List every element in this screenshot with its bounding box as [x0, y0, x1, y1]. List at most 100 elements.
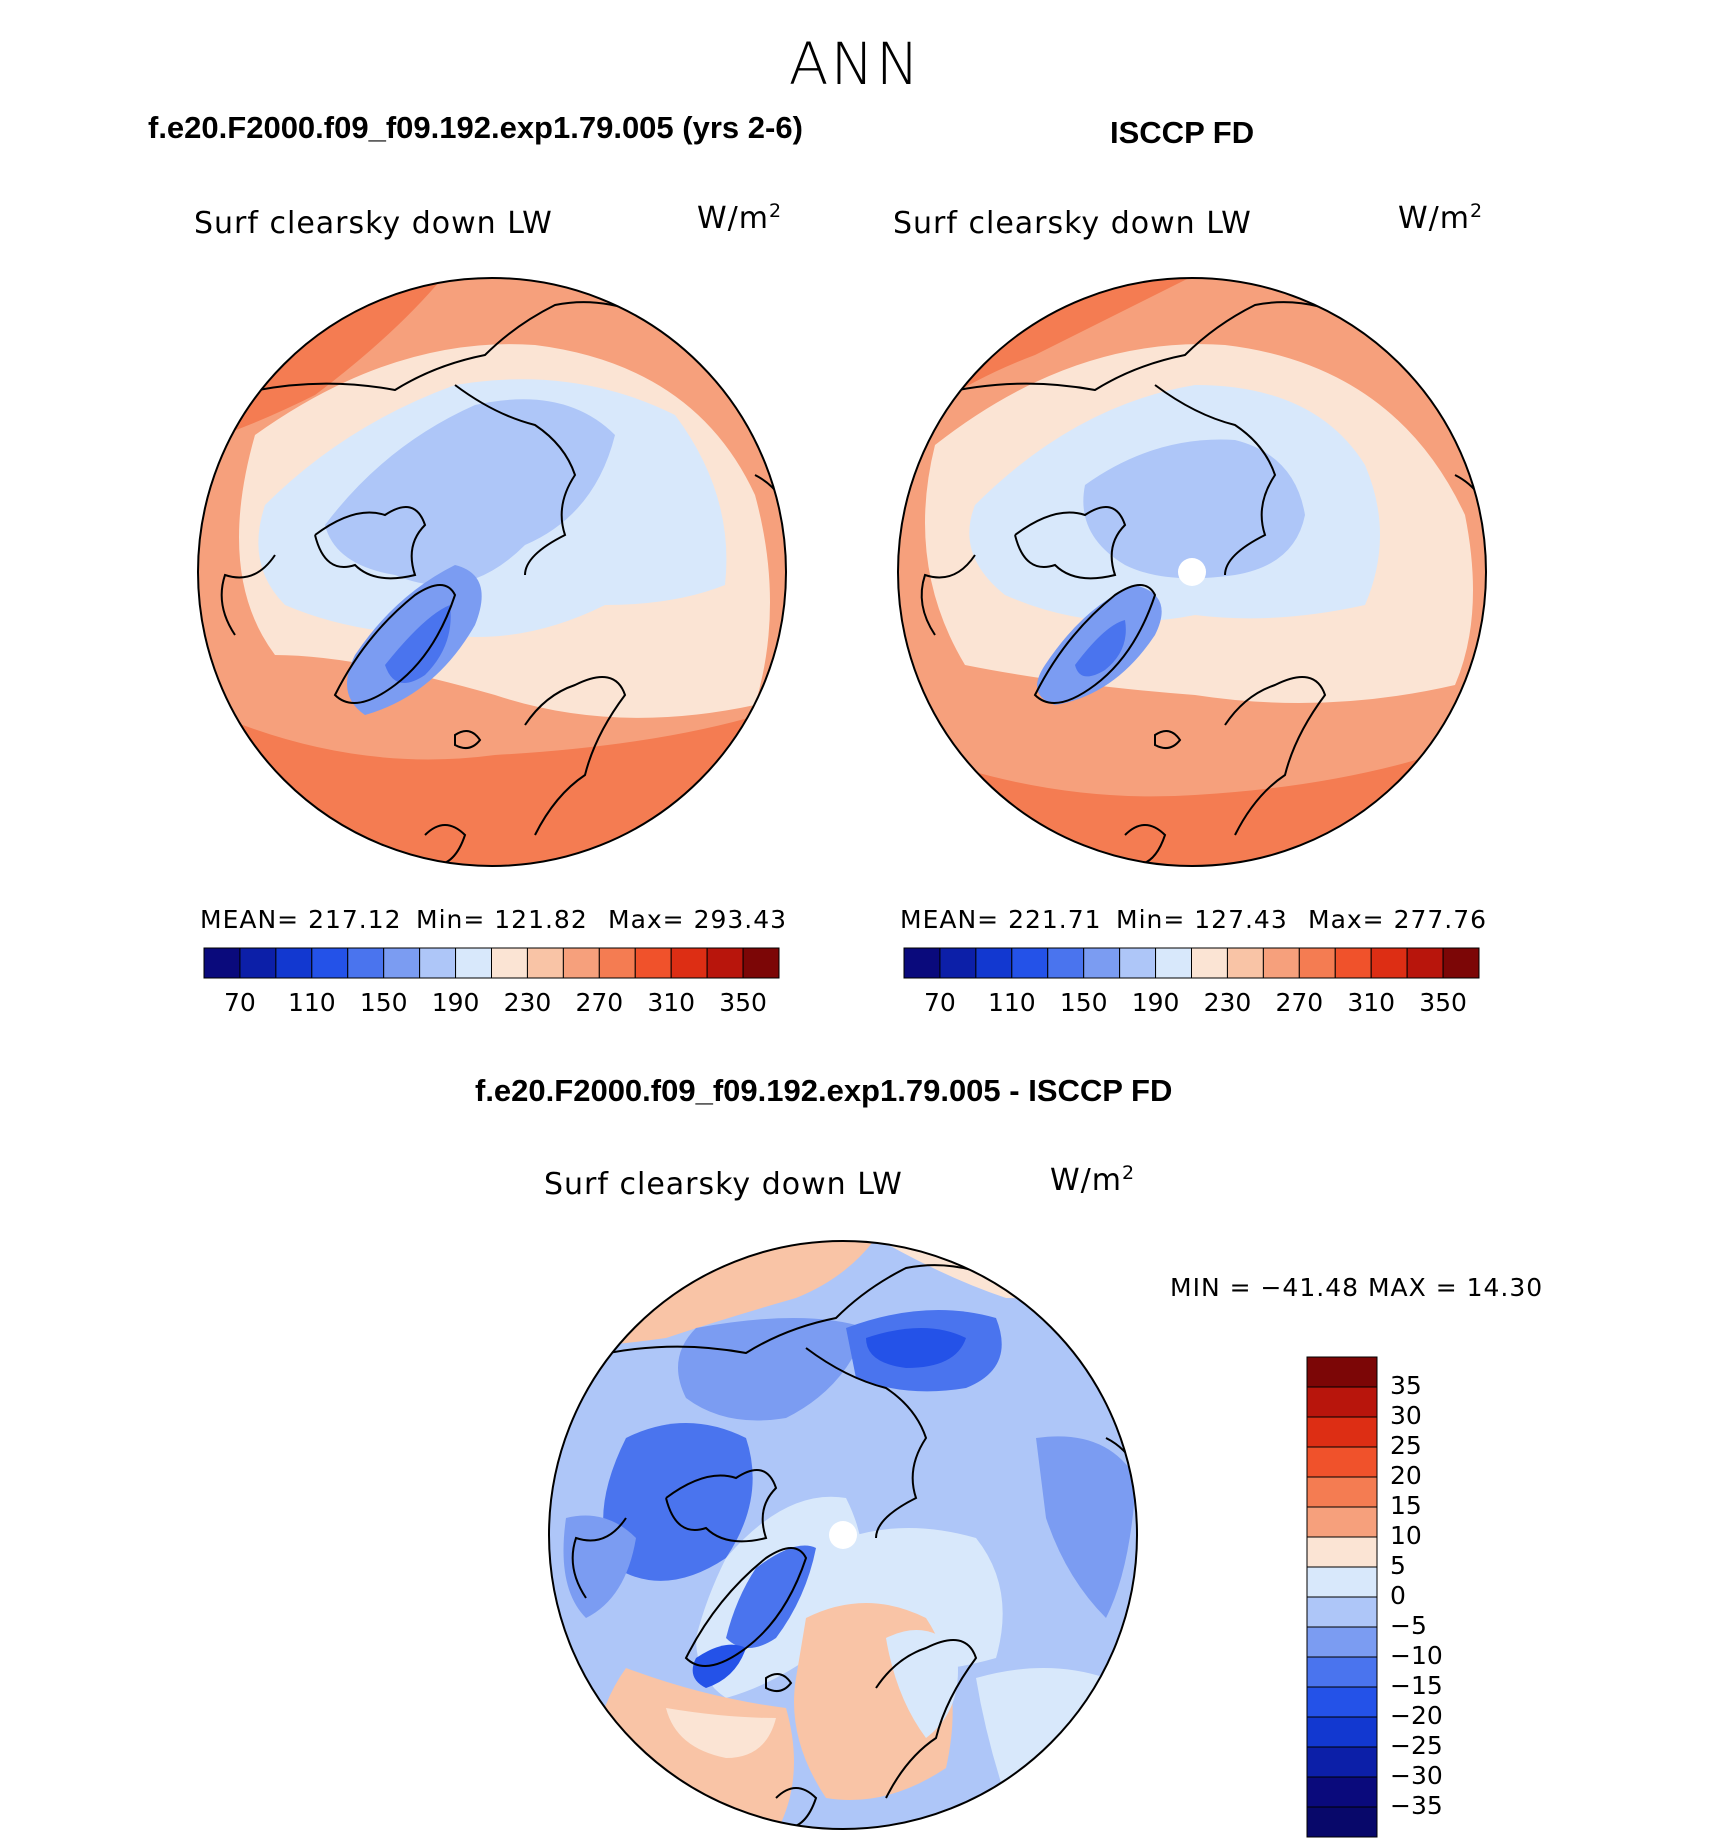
colorbar-tick: −10 — [1390, 1641, 1443, 1670]
colorbar-swatch — [311, 947, 349, 979]
colorbar-swatch — [491, 947, 528, 979]
colorbar-swatch — [1306, 1656, 1378, 1688]
colorbar-swatch — [1306, 1416, 1378, 1448]
colorbar-tick: 30 — [1390, 1401, 1422, 1430]
panel3-difference-map — [548, 1240, 1138, 1830]
colorbar-swatch — [1306, 1806, 1378, 1838]
colorbar-swatch — [1306, 1386, 1378, 1418]
colorbar-swatch — [1226, 947, 1264, 979]
colorbar-tick: −15 — [1390, 1671, 1443, 1700]
colorbar-tick: 190 — [431, 988, 480, 1017]
panel2-polar-map — [897, 277, 1487, 867]
panel2-colorbar — [903, 947, 1480, 979]
colorbar-tick: 15 — [1390, 1491, 1422, 1520]
colorbar-swatch — [1155, 947, 1192, 979]
panel1-mean: MEAN= 217.12 — [200, 905, 402, 934]
colorbar-swatch — [1306, 1776, 1378, 1808]
colorbar-swatch — [526, 947, 564, 979]
colorbar-tick: 35 — [1390, 1371, 1422, 1400]
colorbar-swatch — [939, 947, 977, 979]
colorbar-tick: 70 — [924, 988, 956, 1017]
panel2-min: Min= 127.43 — [1116, 905, 1288, 934]
colorbar-tick: 10 — [1390, 1521, 1422, 1550]
panel3-units: W/m2 — [1050, 1162, 1136, 1198]
colorbar-swatch — [598, 947, 636, 979]
colorbar-swatch — [347, 947, 385, 979]
colorbar-swatch — [1306, 1536, 1378, 1568]
colorbar-swatch — [706, 947, 744, 979]
panel2-colorbar-ticks: 70 110 150 190 230 270 310 350 — [904, 988, 1479, 1020]
colorbar-swatch — [239, 947, 277, 979]
colorbar-tick: 230 — [1203, 988, 1252, 1017]
colorbar-tick: 150 — [1059, 988, 1108, 1017]
colorbar-swatch — [1306, 1686, 1378, 1718]
colorbar-swatch — [455, 947, 492, 979]
panel1-case-title: f.e20.F2000.f09_f09.192.exp1.79.005 (yrs… — [148, 110, 803, 145]
panel2-case-title: ISCCP FD — [1110, 115, 1255, 150]
figure-title: ANN — [788, 30, 922, 98]
colorbar-swatch — [1306, 1506, 1378, 1538]
colorbar-swatch — [1306, 1596, 1378, 1628]
panel2-max: Max= 277.76 — [1308, 905, 1488, 934]
colorbar-tick: −20 — [1390, 1701, 1443, 1730]
colorbar-tick: 150 — [359, 988, 408, 1017]
colorbar-tick: 110 — [987, 988, 1036, 1017]
colorbar-tick: 25 — [1390, 1431, 1422, 1460]
panel2-mean: MEAN= 221.71 — [900, 905, 1102, 934]
colorbar-tick: 310 — [647, 988, 696, 1017]
colorbar-tick: 310 — [1347, 988, 1396, 1017]
panel2-units: W/m2 — [1398, 200, 1484, 236]
colorbar-tick: 350 — [1419, 988, 1467, 1017]
colorbar-tick: 270 — [1275, 988, 1324, 1017]
colorbar-swatch — [1306, 1746, 1378, 1778]
panel1-units: W/m2 — [697, 200, 783, 236]
colorbar-swatch — [1119, 947, 1157, 979]
colorbar-tick: 190 — [1131, 988, 1180, 1017]
colorbar-swatch — [1306, 1626, 1378, 1658]
colorbar-swatch — [634, 947, 672, 979]
colorbar-tick: 230 — [503, 988, 552, 1017]
colorbar-tick: 270 — [575, 988, 624, 1017]
colorbar-tick: 110 — [287, 988, 336, 1017]
panel1-variable-title: Surf clearsky down LW — [194, 206, 553, 241]
panel3-min-max: MIN = −41.48 MAX = 14.30 — [1170, 1273, 1544, 1302]
colorbar-tick: 5 — [1390, 1551, 1406, 1580]
colorbar-swatch — [1370, 947, 1408, 979]
colorbar-swatch — [1442, 947, 1480, 979]
colorbar-tick: 0 — [1390, 1581, 1406, 1610]
colorbar-swatch — [1306, 1476, 1378, 1508]
panel3-case-title: f.e20.F2000.f09_f09.192.exp1.79.005 - IS… — [475, 1073, 1173, 1108]
panel1-colorbar — [203, 947, 780, 979]
colorbar-tick: 70 — [224, 988, 256, 1017]
panel2-variable-title: Surf clearsky down LW — [893, 206, 1252, 241]
colorbar-swatch — [383, 947, 421, 979]
panel1-max: Max= 293.43 — [608, 905, 788, 934]
colorbar-swatch — [1191, 947, 1228, 979]
colorbar-swatch — [742, 947, 780, 979]
colorbar-swatch — [1306, 1446, 1378, 1478]
colorbar-tick: −25 — [1390, 1731, 1443, 1760]
panel1-min: Min= 121.82 — [416, 905, 588, 934]
colorbar-swatch — [1334, 947, 1372, 979]
panel1-colorbar-ticks: 70 110 150 190 230 270 310 350 — [204, 988, 779, 1020]
colorbar-tick: 20 — [1390, 1461, 1422, 1490]
colorbar-swatch — [1298, 947, 1336, 979]
colorbar-swatch — [1306, 1356, 1378, 1388]
colorbar-swatch — [1306, 1716, 1378, 1748]
colorbar-swatch — [1406, 947, 1444, 979]
colorbar-swatch — [975, 947, 1013, 979]
colorbar-swatch — [670, 947, 708, 979]
colorbar-swatch — [1047, 947, 1085, 979]
colorbar-tick: −35 — [1390, 1791, 1443, 1820]
colorbar-swatch — [1306, 1566, 1378, 1598]
panel1-polar-map — [197, 277, 787, 867]
panel3-colorbar — [1306, 1356, 1378, 1838]
colorbar-tick: −5 — [1390, 1611, 1427, 1640]
colorbar-tick: −30 — [1390, 1761, 1443, 1790]
panel3-colorbar-ticks: 35 30 25 20 15 10 5 0 −5 −10 −15 −20 −25… — [1390, 1357, 1510, 1837]
colorbar-swatch — [203, 947, 241, 979]
colorbar-swatch — [903, 947, 941, 979]
colorbar-swatch — [1083, 947, 1121, 979]
colorbar-swatch — [419, 947, 457, 979]
colorbar-swatch — [275, 947, 313, 979]
